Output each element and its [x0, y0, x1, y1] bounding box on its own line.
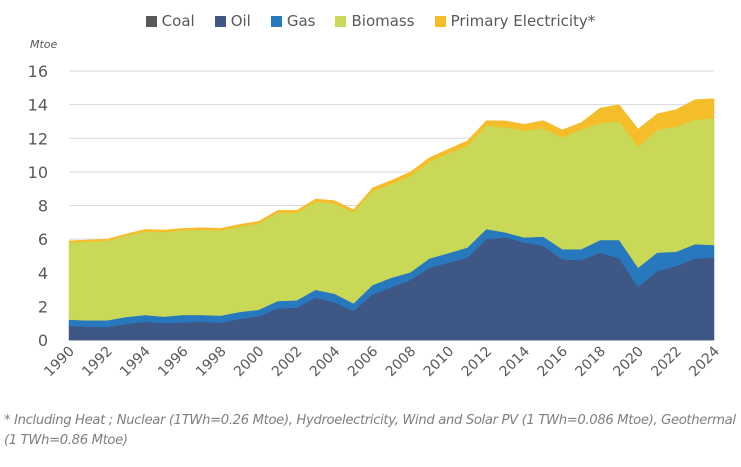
x-tick-label: 2022 — [648, 344, 685, 381]
x-tick-label: 2000 — [231, 344, 268, 381]
legend-swatch-oil — [214, 15, 226, 27]
legend-item-coal: Coal — [145, 12, 195, 30]
stacked-area-chart: 0 2 4 6 8 10 12 14 16 1990 1992 1994 1996 1998 2000 20… — [28, 62, 723, 380]
x-tick-label: 2024 — [686, 343, 723, 380]
x-tick-label: 1992 — [79, 344, 116, 381]
legend-swatch-primary-electricity — [434, 15, 446, 27]
area-series — [68, 98, 715, 341]
x-tick-label: 1994 — [117, 343, 154, 380]
x-tick-label: 2010 — [421, 344, 458, 381]
x-tick-label: 2002 — [269, 344, 306, 381]
x-tick-label: 2012 — [459, 344, 496, 381]
y-tick-label: 16 — [28, 62, 48, 81]
y-tick-label: 4 — [38, 264, 48, 283]
legend-swatch-biomass — [335, 15, 347, 27]
x-tick-label: 1998 — [193, 344, 230, 381]
legend-swatch-gas — [270, 15, 282, 27]
y-tick-label: 14 — [28, 96, 48, 115]
y-tick-label: 12 — [28, 129, 48, 148]
legend-label-coal: Coal — [161, 12, 195, 30]
y-axis-unit-label: Mtoe — [30, 38, 58, 51]
x-tick-label: 2006 — [345, 343, 382, 380]
y-tick-label: 8 — [38, 197, 48, 216]
y-axis-ticks: 0 2 4 6 8 10 12 14 16 — [28, 62, 48, 350]
legend-label-oil: Oil — [230, 12, 251, 30]
area-primary-electricity — [68, 98, 715, 243]
footnote: * Including Heat ; Nuclear (1TWh=0.26 Mt… — [4, 413, 736, 448]
legend-label-gas: Gas — [286, 12, 316, 30]
chart-legend: Coal Oil Gas Biomass Primary Electricity… — [0, 12, 741, 30]
x-axis-ticks: 1990 1992 1994 1996 1998 2000 2002 2004 2006 2008… — [41, 343, 723, 380]
x-tick-label: 2018 — [572, 344, 609, 381]
legend-item-gas: Gas — [270, 12, 316, 30]
x-tick-label: 2016 — [535, 343, 572, 380]
y-tick-label: 0 — [38, 331, 48, 350]
legend-label-primary-electricity: Primary Electricity* — [450, 12, 596, 30]
y-tick-label: 10 — [28, 163, 48, 182]
legend-swatch-coal — [145, 15, 157, 27]
x-tick-label: 2008 — [383, 344, 420, 381]
x-tick-label: 2020 — [610, 344, 647, 381]
legend-label-biomass: Biomass — [351, 12, 415, 30]
y-tick-label: 6 — [38, 230, 48, 249]
y-tick-label: 2 — [38, 297, 48, 316]
x-tick-label: 1996 — [155, 343, 192, 380]
legend-item-oil: Oil — [214, 12, 251, 30]
legend-item-primary-electricity: Primary Electricity* — [434, 12, 596, 30]
x-tick-label: 2014 — [497, 343, 534, 380]
x-tick-label: 2004 — [307, 343, 344, 380]
legend-item-biomass: Biomass — [335, 12, 415, 30]
